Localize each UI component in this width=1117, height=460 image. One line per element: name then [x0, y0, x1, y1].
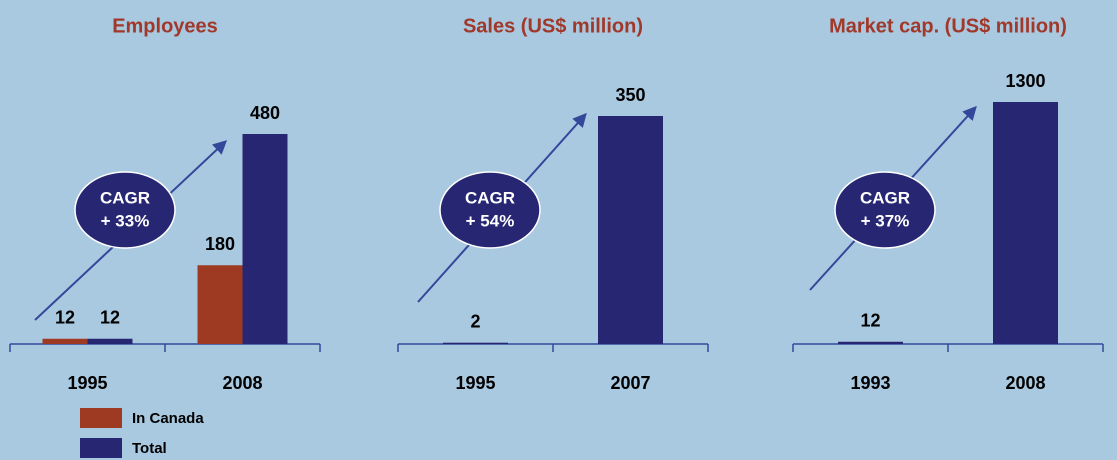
chart-title: Market cap. (US$ million)	[829, 15, 1067, 37]
annotation: + 54%	[466, 211, 515, 230]
data-label: 1300	[1005, 71, 1045, 91]
x-tick-label: 1995	[455, 373, 495, 393]
legend-label: In Canada	[132, 410, 204, 427]
annotation: CAGR	[465, 188, 515, 207]
bar	[87, 338, 133, 344]
x-tick-label: 2008	[1005, 373, 1045, 393]
bar	[598, 116, 663, 344]
bar	[993, 102, 1058, 344]
bar	[443, 342, 508, 344]
data-label: 12	[55, 308, 75, 328]
cagr-bubble	[74, 171, 176, 249]
x-tick-label: 1995	[67, 373, 107, 393]
x-tick-label: 2007	[610, 373, 650, 393]
bar	[242, 134, 288, 344]
annotation: + 33%	[101, 211, 150, 230]
x-tick-label: 2008	[222, 373, 262, 393]
data-label: 180	[205, 234, 235, 254]
legend-label: Total	[132, 440, 167, 457]
annotation: CAGR	[860, 188, 910, 207]
bar	[197, 265, 243, 344]
annotation: + 37%	[861, 211, 910, 230]
cagr-bubble	[834, 171, 936, 249]
data-label: 480	[250, 103, 280, 123]
bar	[838, 341, 903, 344]
annotation: CAGR	[100, 188, 150, 207]
data-label: 350	[615, 85, 645, 105]
chart-title: Sales (US$ million)	[463, 15, 643, 37]
cagr-bubble	[439, 171, 541, 249]
x-tick-label: 1993	[850, 373, 890, 393]
legend-swatch	[80, 408, 122, 428]
bar	[42, 338, 88, 344]
legend-swatch	[80, 438, 122, 458]
data-label: 12	[100, 308, 120, 328]
data-label: 12	[860, 311, 880, 331]
chart-title: Employees	[112, 15, 218, 37]
data-label: 2	[470, 311, 480, 331]
